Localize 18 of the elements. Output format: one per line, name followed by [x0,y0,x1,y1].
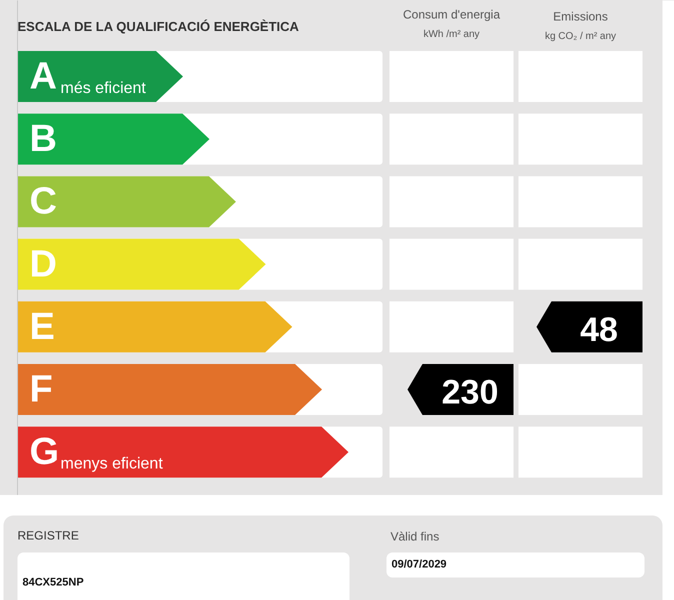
y-tick-label: E [30,306,55,348]
annotation: més eficient [60,80,146,97]
y-tick-label: F [30,368,53,410]
y-tick-label: A [30,56,57,98]
y-tick-label: D [30,243,57,286]
annotation: menys eficient [60,456,164,473]
data-label: 48 [580,310,618,349]
text: Vàlid fins [390,530,440,544]
x-tick-label: Emissions kg CO₂ / m² any [544,10,616,42]
y-tick-label: B [30,118,57,160]
y-tick-label: C [30,180,57,223]
data-label: 230 [442,374,498,412]
text: 09/07/2029 [392,558,447,570]
chart-title: ESCALA DE LA QUALIFICACIÓ ENERGÈTICA [18,19,300,34]
y-tick-label: G [30,431,60,474]
text: REGISTRE [18,528,79,542]
x-tick-label: Consum d'energia kWh /m² any [402,8,500,40]
text: 84CX525NP [22,576,84,588]
